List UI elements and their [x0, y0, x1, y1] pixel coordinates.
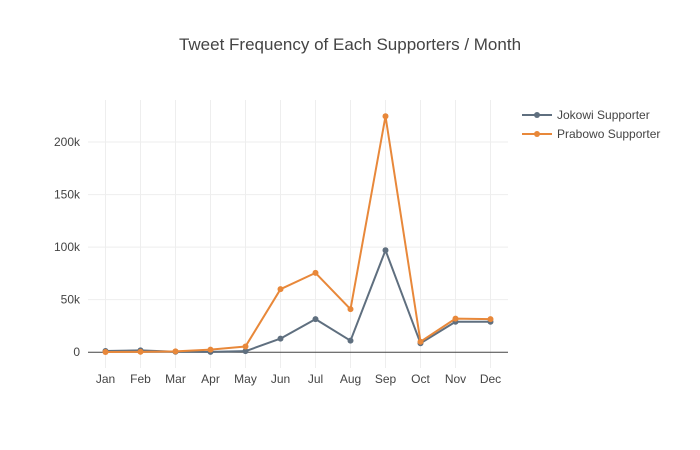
- data-point[interactable]: [242, 348, 249, 355]
- legend-label: Prabowo Supporter: [557, 127, 660, 141]
- x-tick-label: Aug: [340, 372, 361, 386]
- y-tick-label: 150k: [54, 188, 81, 202]
- x-tick-label: May: [234, 372, 257, 386]
- x-tick-label: Apr: [201, 372, 220, 386]
- legend[interactable]: Jokowi Supporter Prabowo Supporter: [522, 108, 660, 141]
- x-tick-label: Jun: [271, 372, 290, 386]
- data-point[interactable]: [207, 346, 214, 353]
- legend-swatch-marker: [534, 131, 540, 137]
- x-tick-label: Jul: [308, 372, 323, 386]
- data-point[interactable]: [452, 315, 459, 322]
- data-point[interactable]: [312, 316, 319, 323]
- x-tick-label: Feb: [130, 372, 151, 386]
- axis-layer: 0 50k 100k 150k 200k Jan Feb Mar Apr May Jun Jul Aug…: [54, 135, 508, 386]
- data-point[interactable]: [277, 335, 284, 342]
- y-tick-label: 100k: [54, 240, 81, 254]
- data-point[interactable]: [172, 348, 179, 355]
- data-point[interactable]: [277, 286, 284, 293]
- chart-title: Tweet Frequency of Each Supporters / Mon…: [179, 35, 521, 54]
- data-point[interactable]: [347, 306, 354, 313]
- y-tick-label: 50k: [61, 293, 81, 307]
- x-tick-label: Nov: [445, 372, 466, 386]
- x-tick-label: Oct: [411, 372, 430, 386]
- legend-label: Jokowi Supporter: [557, 108, 650, 122]
- x-tick-label: Jan: [96, 372, 115, 386]
- data-point[interactable]: [382, 113, 389, 120]
- x-tick-label: Sep: [375, 372, 397, 386]
- grid-layer: [88, 100, 508, 368]
- legend-item[interactable]: Jokowi Supporter: [522, 108, 650, 122]
- data-point[interactable]: [417, 338, 424, 345]
- x-tick-label: Dec: [480, 372, 501, 386]
- x-tick-label: Mar: [165, 372, 186, 386]
- data-point[interactable]: [312, 269, 319, 276]
- series-line: [105, 115, 491, 354]
- series-layer: [102, 113, 494, 356]
- series-line: [105, 249, 491, 353]
- y-tick-label: 200k: [54, 135, 81, 149]
- data-point[interactable]: [382, 247, 389, 254]
- legend-item[interactable]: Prabowo Supporter: [522, 127, 660, 141]
- data-point[interactable]: [347, 337, 354, 344]
- data-point[interactable]: [137, 348, 144, 355]
- series-1: [102, 247, 494, 355]
- data-point[interactable]: [102, 349, 109, 356]
- data-point[interactable]: [242, 343, 249, 350]
- y-tick-label: 0: [73, 345, 80, 359]
- data-point[interactable]: [487, 316, 494, 323]
- legend-swatch-marker: [534, 112, 540, 118]
- series-2: [102, 113, 494, 356]
